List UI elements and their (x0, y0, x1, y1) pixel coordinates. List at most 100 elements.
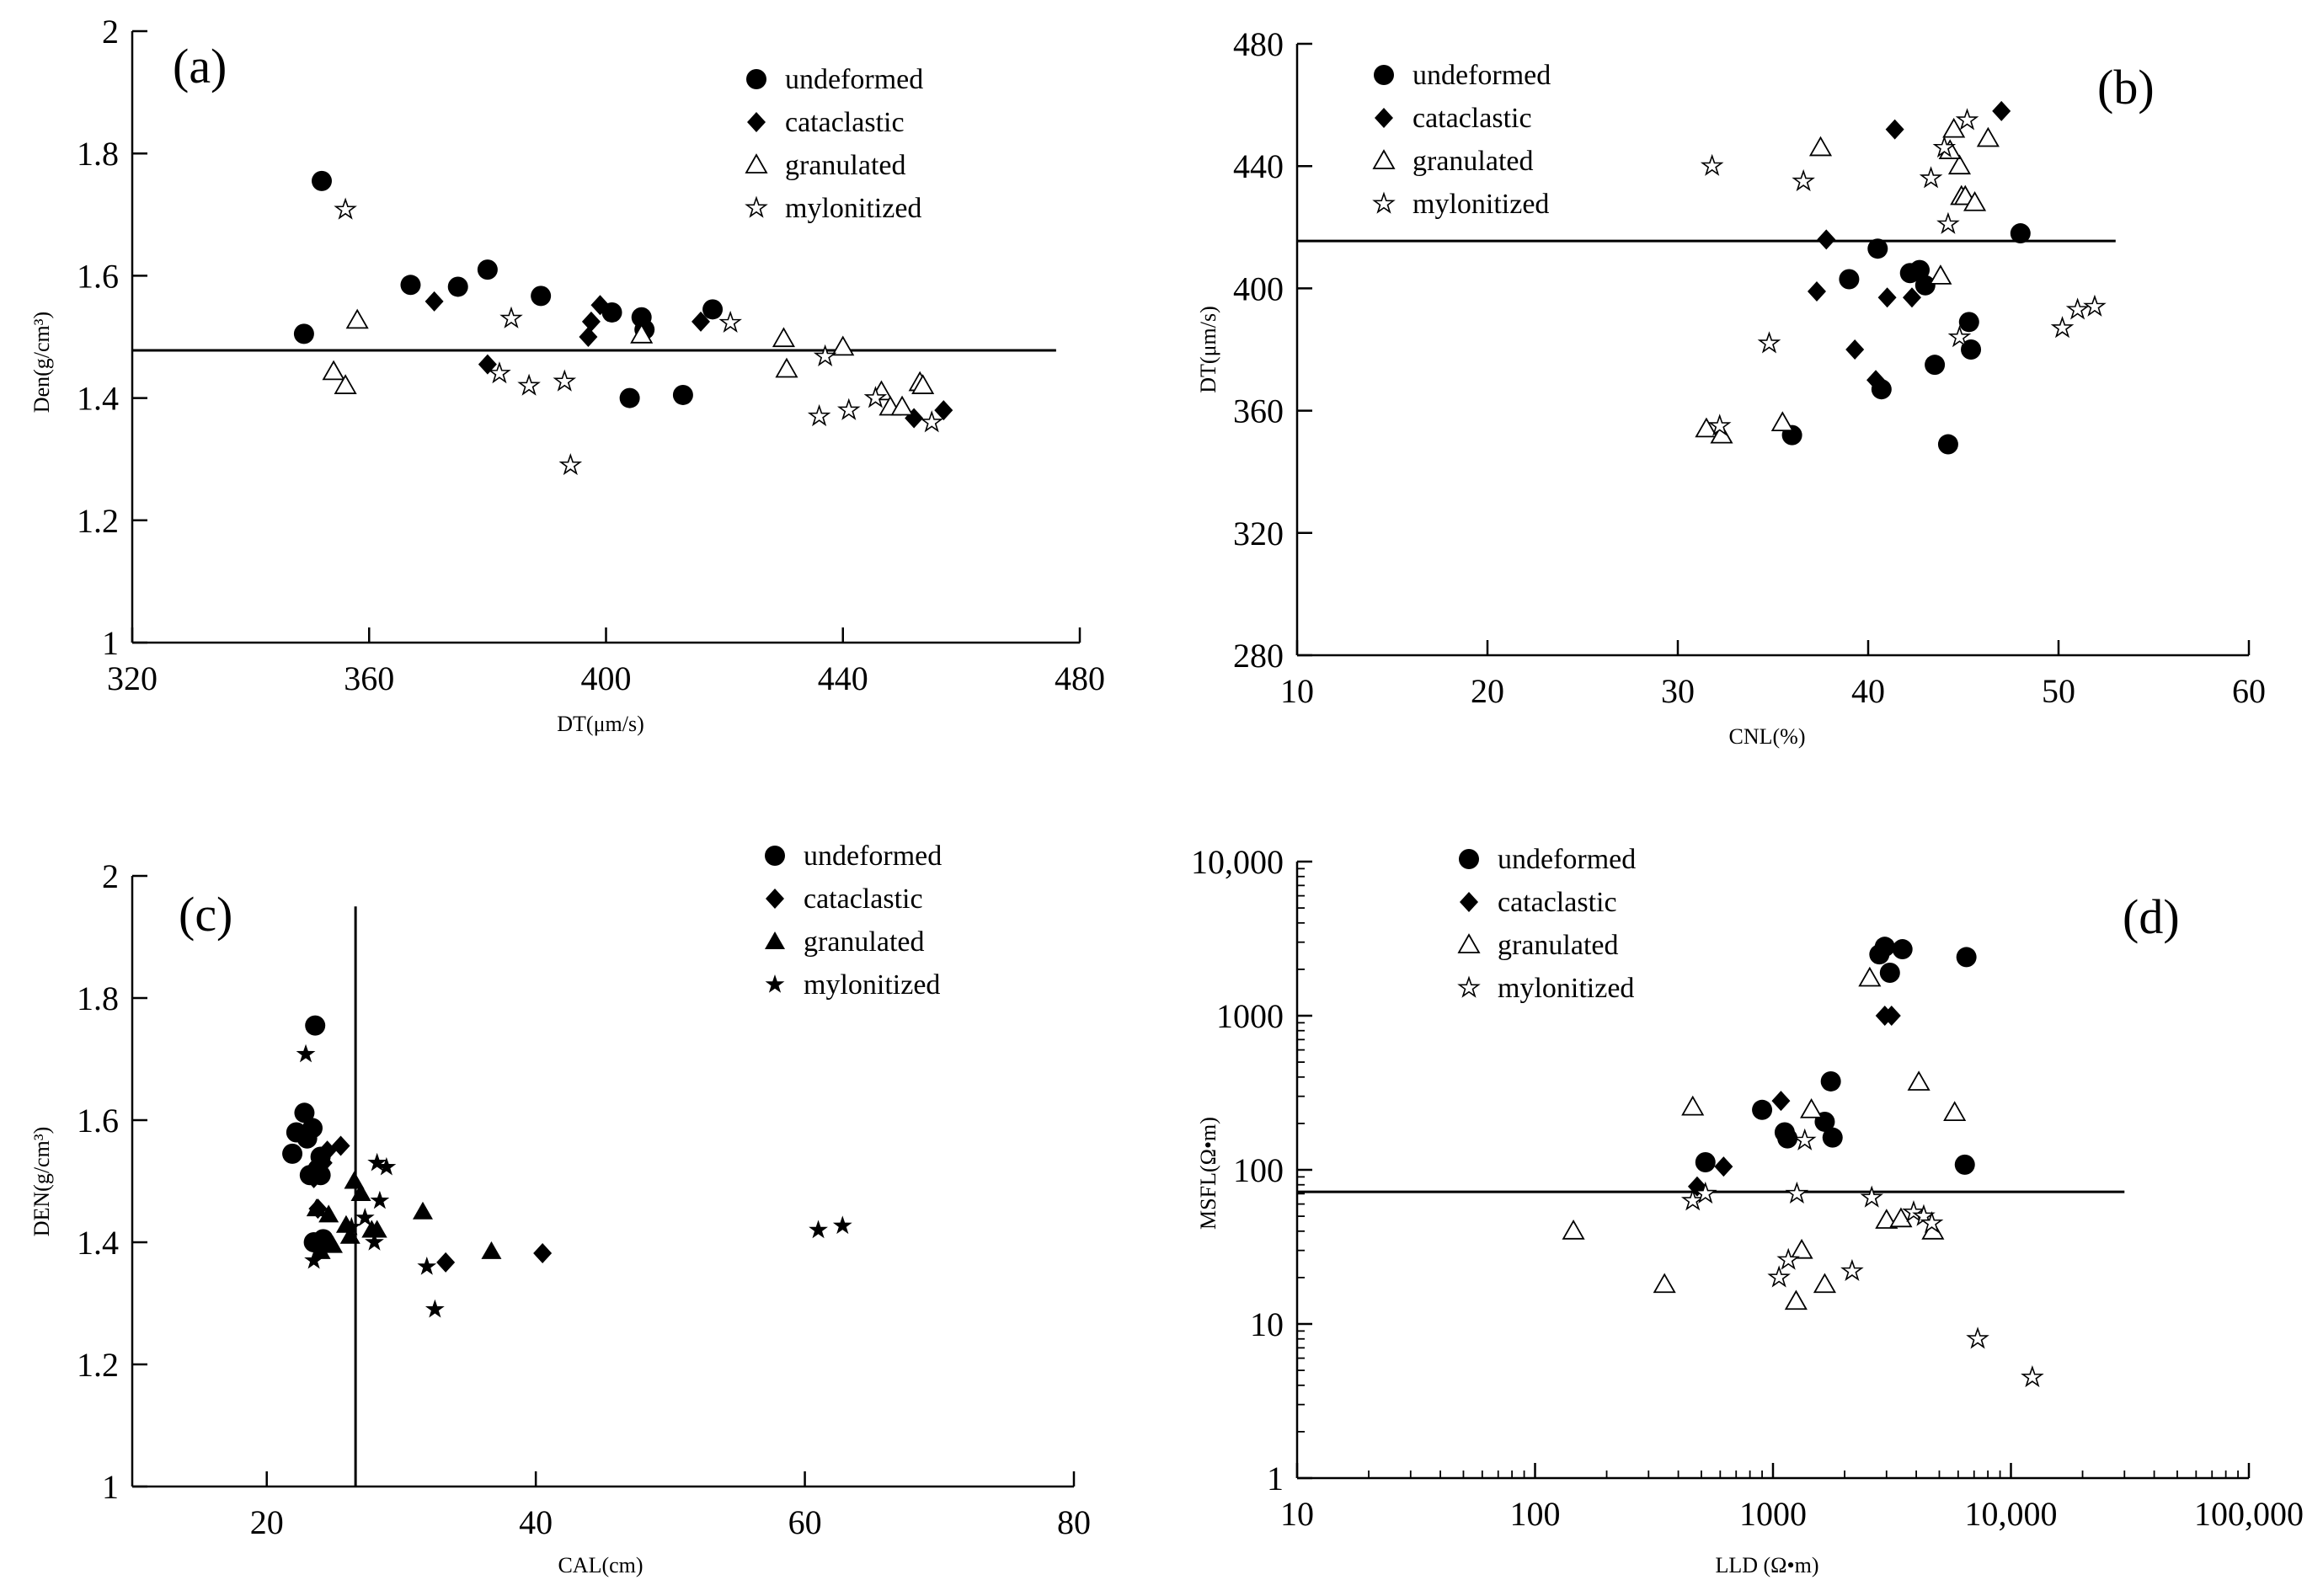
data-point-granulated (1908, 1071, 1931, 1091)
axes-a (131, 31, 1080, 644)
data-point-granulated (772, 328, 795, 348)
x-tick-label: 40 (1851, 672, 1885, 710)
data-point-mylonitized (1701, 155, 1722, 175)
points-c (282, 1015, 852, 1318)
legend-label: cataclastic (1413, 103, 1532, 134)
data-point-undeformed (1879, 962, 1900, 983)
data-point-cataclastic (1817, 229, 1836, 250)
data-point-cataclastic (436, 1252, 456, 1273)
data-point-undeformed (400, 275, 421, 296)
legend-marker (1458, 977, 1480, 997)
series-mylonitized (1682, 1129, 2043, 1386)
y-tick-label: 10,000 (1191, 843, 1284, 881)
legend-item-undeformed: undeformed (1459, 844, 1636, 875)
data-point-mylonitized (719, 312, 741, 332)
x-ticks-a: 320 360 400 440 480 (107, 627, 1105, 697)
series-cataclastic (425, 291, 953, 429)
points-d (1562, 937, 2043, 1386)
y-tick-label: 440 (1233, 147, 1284, 185)
x-tick-label: 20 (1471, 672, 1504, 710)
legend-label: mylonitized (804, 969, 940, 1001)
y-tick-label: 2 (102, 857, 119, 895)
legend-label: granulated (785, 150, 906, 181)
data-point-mylonitized (1768, 1267, 1790, 1287)
data-point-undeformed (1839, 269, 1860, 290)
data-point-undeformed (1822, 1127, 1843, 1148)
data-point-granulated (1681, 1096, 1704, 1116)
data-point-mylonitized (417, 1257, 437, 1275)
data-point-granulated (481, 1241, 502, 1259)
x-tick-label: 10 (1280, 672, 1314, 710)
legend-item-cataclastic: cataclastic (1375, 103, 1532, 134)
y-axis-label-d: MSFL(Ω•m) (1196, 1117, 1220, 1230)
y-tick-label: 1.6 (77, 1102, 119, 1140)
data-point-granulated (831, 336, 854, 356)
data-point-undeformed (282, 1143, 303, 1164)
legend-marker (745, 197, 767, 217)
y-tick-label: 100 (1233, 1151, 1284, 1189)
legend-item-granulated: granulated (1458, 930, 1619, 961)
series-granulated (306, 1171, 502, 1259)
data-point-undeformed (619, 387, 640, 408)
legend-marker (1460, 892, 1478, 912)
data-point-mylonitized (500, 307, 522, 328)
x-tick-label: 400 (581, 659, 632, 697)
legend-item-cataclastic: cataclastic (766, 883, 923, 915)
x-ticks-b: 10 20 30 40 50 60 (1280, 640, 2266, 710)
y-tick-label: 480 (1233, 25, 1284, 63)
legend-label: undeformed (785, 64, 923, 95)
data-point-undeformed (2010, 223, 2031, 244)
data-point-granulated (1943, 1102, 1966, 1121)
legend-item-undeformed: undeformed (746, 64, 923, 95)
legend-marker (1374, 65, 1394, 85)
series-undeformed (1781, 223, 2031, 455)
panel-c: 20 40 60 80 1 1.2 1.4 1.6 1.8 2 (c) CAL(cm) DEN(… (29, 841, 1091, 1577)
y-tick-label: 1.4 (77, 1224, 119, 1262)
data-point-mylonitized (518, 375, 540, 395)
y-tick-label: 280 (1233, 637, 1284, 675)
legend-item-mylonitized: mylonitized (1458, 973, 1634, 1004)
x-tick-label: 10 (1280, 1495, 1314, 1533)
data-point-undeformed (312, 170, 332, 191)
data-point-undeformed (531, 286, 552, 307)
data-point-mylonitized (809, 1220, 828, 1239)
axes-c (131, 876, 1074, 1488)
data-point-mylonitized (1786, 1182, 1808, 1203)
data-point-mylonitized (809, 405, 830, 425)
data-point-undeformed (1752, 1099, 1773, 1120)
data-point-undeformed (1867, 238, 1888, 259)
legend-label: undeformed (1498, 844, 1636, 875)
data-point-cataclastic (1771, 1091, 1791, 1112)
legend-label: mylonitized (785, 193, 921, 224)
panel-label-d: (d) (2123, 889, 2180, 944)
data-point-cataclastic (579, 327, 598, 347)
data-point-granulated (1858, 967, 1881, 987)
legend-marker (1373, 193, 1395, 213)
legend-item-mylonitized: mylonitized (745, 193, 921, 224)
legend-item-mylonitized: mylonitized (765, 969, 940, 1001)
legend-marker (765, 974, 785, 993)
x-tick-label: 10,000 (1965, 1495, 2058, 1533)
legend-marker (1375, 108, 1393, 128)
data-point-undeformed (1925, 355, 1946, 376)
legend-item-undeformed: undeformed (1374, 60, 1551, 91)
data-point-mylonitized (554, 371, 575, 391)
data-point-granulated (323, 360, 344, 381)
data-point-cataclastic (1877, 287, 1897, 308)
y-axis-label-a: Den(g/cm³) (29, 312, 54, 413)
data-point-mylonitized (1967, 1327, 1989, 1348)
data-point-undeformed (1695, 1151, 1716, 1172)
data-point-mylonitized (838, 399, 859, 419)
data-point-granulated (1785, 1290, 1808, 1310)
x-ticks-c: 20 40 60 80 (250, 1471, 1091, 1541)
series-undeformed (293, 170, 724, 408)
data-point-cataclastic (1807, 281, 1826, 302)
panel-b: 10 20 30 40 50 60 280 320 360 400 440 480 (b) CNL(… (1196, 25, 2266, 749)
data-point-mylonitized (370, 1190, 390, 1209)
legend-marker (1373, 150, 1395, 169)
legend-item-granulated: granulated (1373, 146, 1534, 177)
data-point-mylonitized (425, 1299, 445, 1318)
data-point-granulated (1977, 127, 2000, 147)
series-mylonitized (296, 1044, 852, 1318)
